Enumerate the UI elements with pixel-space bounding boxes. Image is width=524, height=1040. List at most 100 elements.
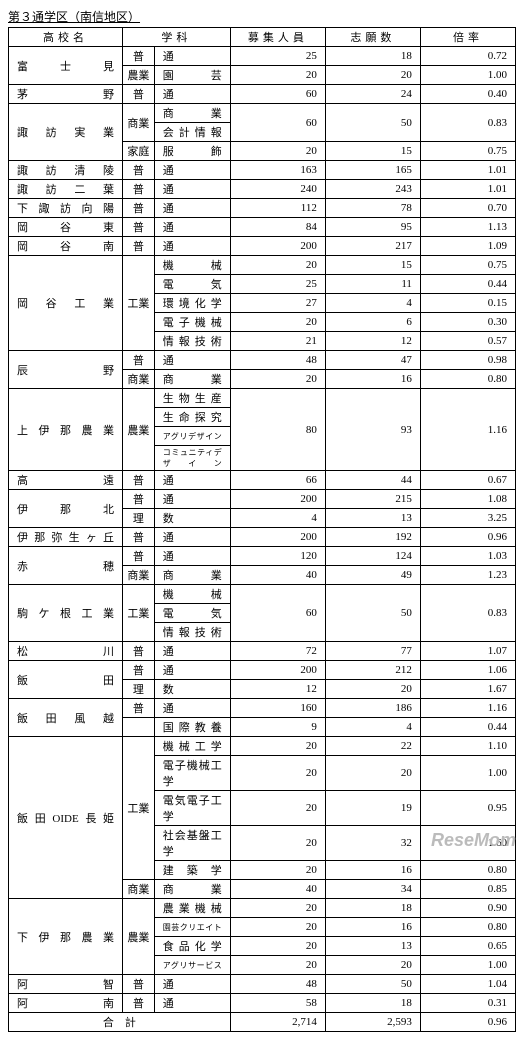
- dept-name-cell: 社会基盤工学: [154, 826, 230, 861]
- total-label: 合 計: [9, 1013, 231, 1032]
- ratio-cell: 1.04: [420, 975, 515, 994]
- applicants-cell: 93: [325, 389, 420, 471]
- capacity-cell: 163: [230, 161, 325, 180]
- applicants-cell: 18: [325, 47, 420, 66]
- capacity-cell: 20: [230, 791, 325, 826]
- dept-name-cell: 通: [154, 699, 230, 718]
- ratio-cell: 1.23: [420, 566, 515, 585]
- capacity-cell: 40: [230, 566, 325, 585]
- capacity-cell: 20: [230, 826, 325, 861]
- capacity-cell: 25: [230, 47, 325, 66]
- table-row: 阿南普通58180.31: [9, 994, 516, 1013]
- capacity-cell: 112: [230, 199, 325, 218]
- capacity-cell: 20: [230, 142, 325, 161]
- total-r: 0.96: [420, 1013, 515, 1032]
- school-cell: 飯田OIDE長姫: [9, 737, 123, 899]
- capacity-cell: 20: [230, 918, 325, 937]
- ratio-cell: 0.15: [420, 294, 515, 313]
- applicants-cell: 20: [325, 956, 420, 975]
- ratio-cell: 0.75: [420, 142, 515, 161]
- dept-name-cell: 通: [154, 161, 230, 180]
- dept-category-cell: 普: [123, 199, 155, 218]
- applicants-cell: 165: [325, 161, 420, 180]
- table-row: 岡谷東普通84951.13: [9, 218, 516, 237]
- applicants-cell: 50: [325, 975, 420, 994]
- applicants-cell: 13: [325, 937, 420, 956]
- dept-category-cell: 農業: [123, 66, 155, 85]
- dept-name-cell: 園 芸: [154, 66, 230, 85]
- dept-category-cell: 普: [123, 47, 155, 66]
- applicants-cell: 16: [325, 861, 420, 880]
- ratio-cell: 0.90: [420, 899, 515, 918]
- ratio-cell: 1.00: [420, 66, 515, 85]
- school-cell: 飯田風越: [9, 699, 123, 737]
- ratio-cell: 0.85: [420, 880, 515, 899]
- total-c: 2,714: [230, 1013, 325, 1032]
- capacity-cell: 60: [230, 85, 325, 104]
- school-cell: 岡谷南: [9, 237, 123, 256]
- school-cell: 松川: [9, 642, 123, 661]
- capacity-cell: 200: [230, 237, 325, 256]
- dept-name-cell: 商 業: [154, 880, 230, 899]
- dept-name-cell: 数: [154, 680, 230, 699]
- dept-name-cell: 生命探究: [154, 408, 230, 427]
- dept-name-cell: 電子機械: [154, 313, 230, 332]
- dept-name-cell: 通: [154, 994, 230, 1013]
- dept-name-cell: 通: [154, 85, 230, 104]
- dept-name-cell: 通: [154, 528, 230, 547]
- dept-name-cell: 通: [154, 180, 230, 199]
- dept-name-cell: アグリデザイン: [154, 427, 230, 446]
- ratio-cell: 0.31: [420, 994, 515, 1013]
- dept-name-cell: 通: [154, 351, 230, 370]
- dept-name-cell: コミュニティデザイン: [154, 446, 230, 471]
- dept-category-cell: [123, 718, 155, 737]
- school-cell: 諏訪二葉: [9, 180, 123, 199]
- dept-category-cell: 普: [123, 180, 155, 199]
- capacity-cell: 20: [230, 256, 325, 275]
- school-cell: 上伊那農業: [9, 389, 123, 471]
- table-row: 上伊那農業農業生物生産80931.16: [9, 389, 516, 408]
- capacity-cell: 60: [230, 104, 325, 142]
- capacity-cell: 160: [230, 699, 325, 718]
- dept-name-cell: 国際教養: [154, 718, 230, 737]
- applicants-cell: 4: [325, 718, 420, 737]
- ratio-cell: 1.07: [420, 642, 515, 661]
- school-cell: 諏訪清陵: [9, 161, 123, 180]
- table-row: 高遠普通66440.67: [9, 471, 516, 490]
- applicants-cell: 18: [325, 994, 420, 1013]
- ratio-cell: 1.13: [420, 218, 515, 237]
- capacity-cell: 80: [230, 389, 325, 471]
- applicants-cell: 217: [325, 237, 420, 256]
- dept-category-cell: 農業: [123, 389, 155, 471]
- applicants-cell: 12: [325, 332, 420, 351]
- dept-name-cell: 商 業: [154, 566, 230, 585]
- capacity-cell: 240: [230, 180, 325, 199]
- dept-category-cell: 普: [123, 547, 155, 566]
- dept-name-cell: 通: [154, 199, 230, 218]
- dept-category-cell: 普: [123, 661, 155, 680]
- capacity-cell: 20: [230, 756, 325, 791]
- dept-category-cell: 普: [123, 351, 155, 370]
- table-row: 飯田OIDE長姫工業機械工学20221.10: [9, 737, 516, 756]
- ratio-cell: 1.01: [420, 180, 515, 199]
- dept-category-cell: 工業: [123, 585, 155, 642]
- school-table: 高校名 学科 募集人員 志願数 倍率 富士見普通25180.72農業園 芸202…: [8, 27, 516, 1032]
- dept-category-cell: 普: [123, 642, 155, 661]
- applicants-cell: 47: [325, 351, 420, 370]
- capacity-cell: 66: [230, 471, 325, 490]
- dept-name-cell: 機 械: [154, 585, 230, 604]
- dept-name-cell: 環境化学: [154, 294, 230, 313]
- dept-name-cell: 農業機械: [154, 899, 230, 918]
- h-capacity: 募集人員: [230, 28, 325, 47]
- ratio-cell: 1.09: [420, 237, 515, 256]
- table-row: 駒ケ根工業工業機 械60500.83: [9, 585, 516, 604]
- school-cell: 飯田: [9, 661, 123, 699]
- ratio-cell: 0.95: [420, 791, 515, 826]
- capacity-cell: 20: [230, 66, 325, 85]
- applicants-cell: 16: [325, 918, 420, 937]
- capacity-cell: 20: [230, 370, 325, 389]
- dept-name-cell: 園芸クリエイト: [154, 918, 230, 937]
- ratio-cell: 0.83: [420, 104, 515, 142]
- applicants-cell: 192: [325, 528, 420, 547]
- applicants-cell: 19: [325, 791, 420, 826]
